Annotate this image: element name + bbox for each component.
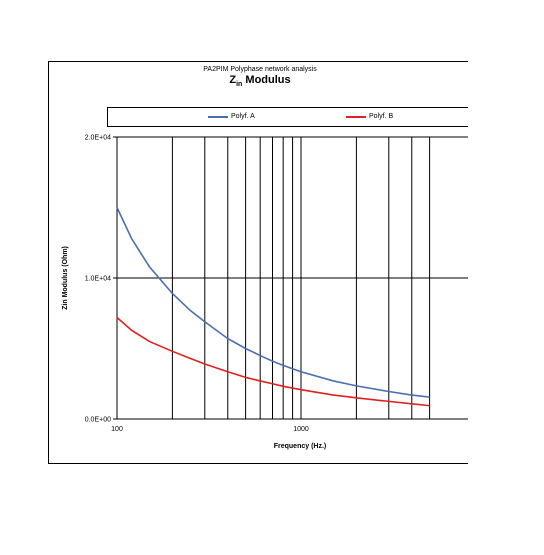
legend-swatch-series-a xyxy=(208,115,228,118)
x-axis-title: Frequency (Hz.) xyxy=(274,443,327,450)
y-tick-label: 0.0E+00 xyxy=(85,417,111,424)
legend-swatch-series-b xyxy=(346,115,366,118)
chart-frame xyxy=(48,61,468,464)
series-line-b xyxy=(116,316,430,407)
title-main: Z xyxy=(229,74,237,86)
chart-title: Zin Modulus xyxy=(140,74,380,88)
y-axis-title: Zin Modulus (Ohm) xyxy=(62,246,69,310)
legend-label-series-b: Polyf. B xyxy=(369,113,394,120)
y-tick-label: 2.0E+04 xyxy=(85,135,111,142)
x-tick-label: 100 xyxy=(111,426,123,433)
legend: Polyf. A Polyf. B xyxy=(107,107,468,127)
legend-item-series-a: Polyf. A xyxy=(208,113,255,120)
legend-label-series-a: Polyf. A xyxy=(231,113,255,120)
legend-item-series-b: Polyf. B xyxy=(346,113,393,120)
chart-subtitle: PA2PIM Polyphase network analysis xyxy=(203,66,317,73)
title-subscript: in xyxy=(236,81,243,89)
title-rest: Modulus xyxy=(242,74,291,86)
y-tick-label: 1.0E+04 xyxy=(85,276,111,283)
series-line-a xyxy=(116,207,430,398)
x-tick-label: 1000 xyxy=(293,426,309,433)
